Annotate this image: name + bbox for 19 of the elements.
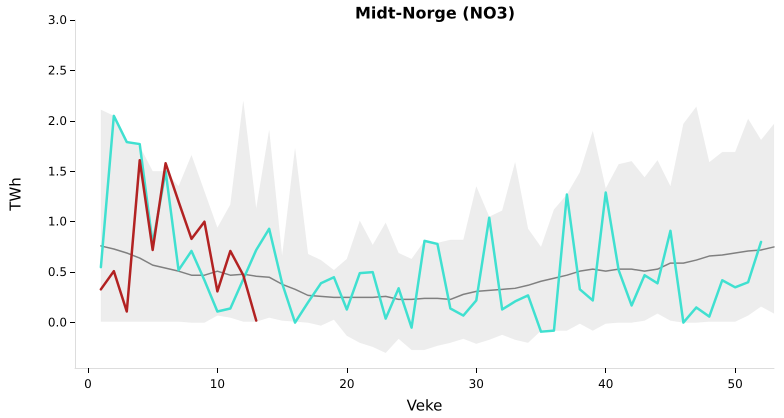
x-tick-label: 10 [210,377,226,391]
y-tick-label: 2.5 [48,63,67,78]
chart-title: Midt-Norge (NO3) [354,4,516,22]
x-tick-label: 40 [598,377,614,391]
y-tick-label: 1.0 [48,214,67,229]
y-tick-label: 0.5 [48,265,67,280]
line-series [100,158,258,322]
y-tick-label: 3.0 [48,13,67,27]
x-tick-label: 0 [84,377,92,391]
line-series [100,245,775,300]
y-tick-label: 1.5 [48,164,67,178]
line-series [100,114,762,333]
x-tick-label: 30 [468,377,484,391]
x-tick-label: 20 [339,377,354,391]
y-tick-label: 2.0 [48,114,67,128]
y-axis-title: TWh [6,177,24,212]
x-axis-title: Veke [406,396,442,414]
x-tick-label: 50 [728,377,743,391]
y-tick-label: 0.0 [48,316,67,330]
